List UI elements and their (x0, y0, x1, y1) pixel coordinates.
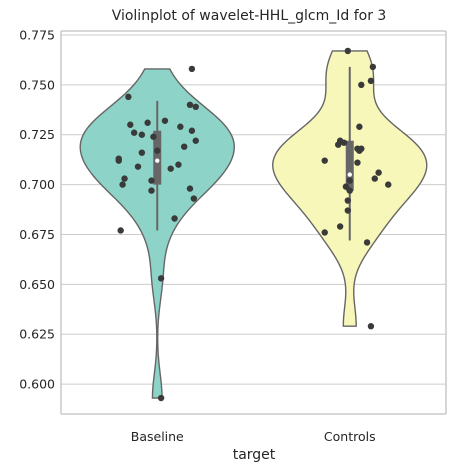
data-point (335, 141, 342, 148)
data-point (175, 161, 182, 168)
data-point (356, 123, 363, 130)
data-point (336, 223, 344, 230)
data-point (148, 177, 155, 184)
data-point (385, 181, 392, 188)
data-point (188, 65, 196, 73)
data-point (340, 139, 348, 146)
median-marker-controls (347, 172, 352, 177)
data-point (344, 47, 352, 55)
data-point (190, 195, 198, 202)
data-point (157, 275, 165, 282)
data-point (154, 147, 161, 154)
y-tick-label: 0.675 (19, 227, 55, 242)
data-point (181, 143, 188, 150)
data-point (134, 163, 142, 170)
data-point (358, 81, 365, 89)
data-point (344, 197, 352, 204)
data-point (344, 207, 352, 214)
data-point (369, 63, 377, 71)
data-point (150, 133, 157, 140)
data-point (117, 227, 124, 234)
data-point (138, 149, 146, 156)
data-point (375, 169, 382, 176)
data-point (144, 119, 151, 126)
iqr-box-baseline (153, 130, 162, 185)
data-point (186, 185, 194, 192)
violins (79, 50, 428, 399)
data-point (367, 77, 375, 85)
data-point (363, 239, 371, 246)
y-tick-label: 0.725 (19, 127, 55, 142)
axes (60, 30, 447, 415)
x-tick-label: Controls (324, 429, 376, 444)
data-point (192, 137, 199, 144)
x-tick-label: Baseline (131, 429, 184, 444)
data-point (354, 159, 361, 166)
data-point (138, 131, 146, 138)
data-point (346, 187, 353, 194)
y-tick-labels: 0.600 0.625 0.650 0.675 0.700 0.725 0.750 0.775 (19, 27, 55, 391)
data-point (356, 147, 363, 154)
data-point (161, 117, 169, 124)
x-tick-labels: Baseline Controls (131, 429, 376, 444)
data-point (148, 187, 155, 194)
data-point (171, 215, 178, 222)
y-tick-label: 0.600 (19, 377, 55, 392)
data-point (188, 127, 196, 134)
data-point (121, 175, 128, 182)
y-tick-label: 0.625 (19, 327, 55, 342)
data-points (115, 47, 392, 402)
y-tick-label: 0.700 (19, 177, 55, 192)
data-point (192, 103, 199, 111)
data-point (115, 157, 122, 164)
data-point (177, 123, 184, 130)
data-point (186, 101, 194, 109)
data-point (321, 229, 328, 236)
y-tick-label: 0.750 (19, 77, 55, 92)
data-point (321, 157, 328, 164)
data-point (342, 183, 350, 190)
data-point (127, 121, 134, 128)
data-point (125, 93, 132, 101)
data-point (167, 165, 174, 172)
chart-title: Violinplot of wavelet-HHL_glcm_Id for 3 (112, 8, 387, 24)
x-axis-title: target (233, 447, 276, 463)
violin-baseline (79, 68, 235, 399)
y-tick-label: 0.775 (19, 27, 55, 42)
median-marker-baseline (155, 158, 160, 163)
data-point (371, 175, 378, 182)
data-point (367, 323, 375, 330)
iqr-box-controls (345, 140, 354, 191)
data-point (119, 181, 126, 188)
y-tick-label: 0.650 (19, 277, 55, 292)
data-point (130, 129, 138, 136)
data-point (346, 177, 353, 184)
data-point (157, 394, 165, 402)
